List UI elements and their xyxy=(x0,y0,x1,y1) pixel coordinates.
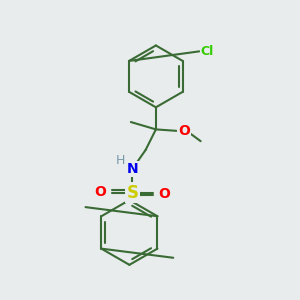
Text: O: O xyxy=(94,184,106,199)
Text: O: O xyxy=(178,124,190,138)
Text: N: N xyxy=(127,162,138,176)
Text: O: O xyxy=(158,187,170,201)
Text: S: S xyxy=(126,184,138,202)
Text: H: H xyxy=(115,154,125,167)
Text: Cl: Cl xyxy=(201,45,214,58)
